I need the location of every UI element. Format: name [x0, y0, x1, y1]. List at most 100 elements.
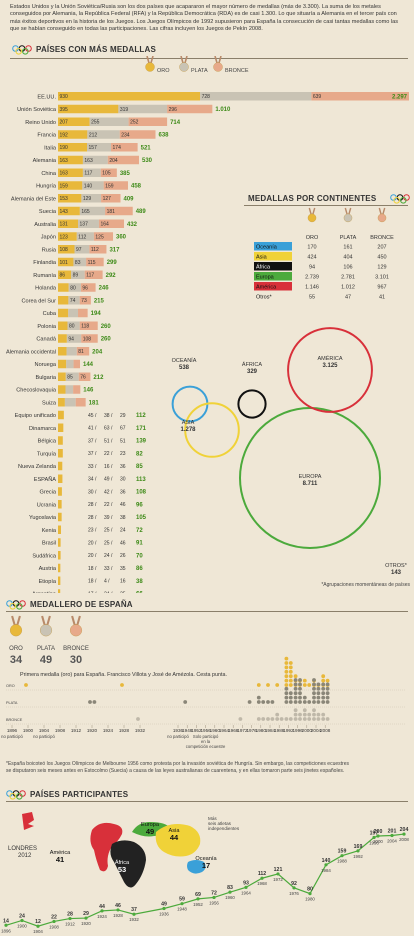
- axis-note: competición ecuestre: [186, 744, 226, 749]
- medal-icon: [145, 56, 155, 72]
- country-row: Finlandia 101 83 115 299: [33, 257, 117, 267]
- continent-row: Asia 424 404 450: [254, 252, 387, 261]
- medal-bar-segment: [68, 283, 81, 292]
- total-value: 260: [101, 337, 112, 343]
- point-value: 28: [67, 912, 73, 918]
- medal-dot: [325, 695, 330, 700]
- medal-bar-segment: [58, 308, 69, 318]
- segment-value: 20 /: [88, 553, 97, 559]
- medal-bar-segment: [81, 194, 102, 203]
- country-row: Grecia 30 / 42 / 36 108: [40, 487, 147, 496]
- medal-bar-segment: [67, 321, 80, 330]
- segment-value: 112: [78, 234, 86, 240]
- segment-value: 159: [60, 183, 69, 189]
- year-label: 1960: [210, 728, 221, 733]
- country-label: Argentina: [32, 592, 57, 593]
- london-2012-logo: [22, 812, 34, 830]
- continent-value: 170: [307, 244, 316, 250]
- continent-footnote: *Agrupaciones momentáneas de países: [321, 582, 410, 588]
- medal-dot: [293, 708, 298, 713]
- point-marker: [372, 835, 376, 840]
- continent-label: América: [256, 284, 277, 290]
- spain-footnote: se disputaron seis meses antes en Estoco…: [6, 768, 344, 774]
- segment-value: 28 /: [88, 502, 97, 508]
- country-row: Sudáfrica 20 / 24 / 26 70: [32, 551, 143, 560]
- medal-disc: [213, 62, 223, 72]
- segment-value: 112: [91, 247, 99, 253]
- medal-dot: [321, 695, 326, 700]
- continent-row: Oceanía 170 161 207: [254, 242, 387, 251]
- medal-disc: [9, 624, 23, 637]
- country-row: Dinamarca 41 / 63 / 67 171: [29, 423, 147, 432]
- country-label: Francia: [37, 133, 57, 139]
- medal-bar-segment: [58, 270, 72, 279]
- country-row: Bulgaria 85 76 212: [35, 372, 104, 381]
- point-year: 1964: [241, 890, 251, 895]
- medal-dot: [284, 669, 289, 674]
- segment-value: 41 /: [88, 426, 97, 432]
- segment-value: 24: [120, 528, 126, 534]
- country-row: Argentina 17 / 24 / 25 66: [32, 589, 143, 593]
- medal-dot: [321, 717, 326, 721]
- medal-bar-segment: [75, 398, 86, 407]
- medal-dot: [316, 686, 321, 691]
- spain-medal-label: BRONCE: [63, 646, 89, 652]
- segment-value: 25 /: [104, 528, 113, 534]
- continent-shape-asia: [155, 824, 201, 857]
- year-label: 1964: [219, 728, 230, 733]
- year-label: 1912: [71, 728, 82, 733]
- medal-dot: [266, 717, 270, 721]
- continent-value: 41: [379, 294, 385, 300]
- medal-dot: [284, 656, 289, 661]
- segment-value: 80: [69, 324, 75, 330]
- medal-dot: [312, 695, 316, 700]
- medal-bar-segment: [58, 155, 83, 165]
- participants-point: 112 1968: [257, 871, 267, 886]
- olympic-rings-icon: [12, 45, 32, 55]
- continent-bubble: [184, 402, 240, 458]
- segment-value: 165: [81, 209, 90, 215]
- segment-value: 18 /: [88, 579, 97, 585]
- medal-dot: [288, 691, 293, 696]
- medal-dot: [325, 691, 330, 696]
- total-value: 146: [83, 388, 94, 394]
- medal-dot: [284, 695, 289, 700]
- total-value: 181: [89, 400, 100, 406]
- bubble-value: 538: [179, 365, 190, 371]
- point-value: 121: [274, 867, 283, 873]
- point-value: 83: [227, 885, 233, 891]
- segment-value: 34 /: [88, 477, 97, 483]
- segment-value: 33 /: [104, 566, 113, 572]
- medal-dot: [312, 678, 316, 682]
- country-label: Kenia: [42, 528, 57, 534]
- segment-value: 639: [313, 94, 322, 100]
- medal-dot: [312, 712, 316, 717]
- country-row: Cuba 194: [43, 308, 101, 318]
- participants-point: 201 2004: [387, 829, 397, 844]
- medal-bar-segment: [87, 130, 120, 139]
- segment-value: 49 /: [104, 477, 113, 483]
- medal-dot: [302, 695, 307, 700]
- year-label: 1948: [182, 728, 193, 733]
- country-label: Rumanía: [33, 273, 57, 279]
- spain-footnote: *España boicoteó los Juegos Olímpicos de…: [6, 761, 349, 767]
- point-value: 93: [243, 880, 249, 886]
- country-label: Canadá: [36, 337, 56, 343]
- section-divider: [6, 801, 408, 802]
- country-row: Hungría 159 140 159 458: [36, 181, 142, 190]
- continent-swatch: [254, 282, 292, 291]
- continent-bubble: [237, 389, 267, 419]
- total-value: 1.010: [215, 107, 231, 113]
- year-label: 1928: [119, 728, 130, 733]
- year-label: 1972: [237, 728, 248, 733]
- segment-value: 30: [120, 477, 126, 483]
- medal-dot: [288, 695, 293, 700]
- year-label: 1968: [228, 728, 239, 733]
- medal-bar-segment: [118, 104, 168, 114]
- segment-value: 159: [105, 183, 114, 189]
- point-year: 1932: [129, 917, 139, 922]
- medal-bar-segment: [58, 525, 61, 534]
- country-label: Ucrania: [37, 502, 57, 508]
- olympic-rings-icon: [6, 600, 26, 610]
